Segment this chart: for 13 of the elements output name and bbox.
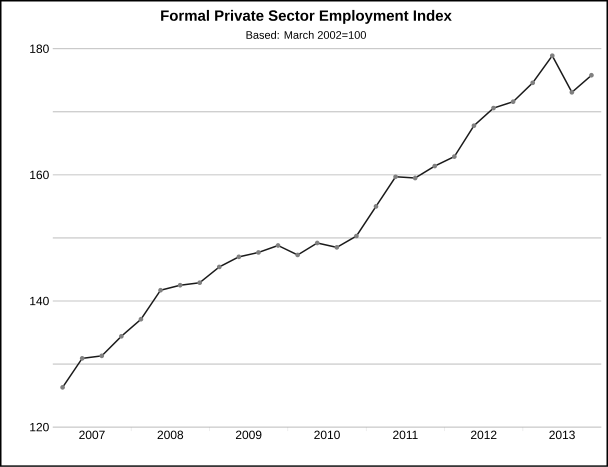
x-tick-label: 2008 (158, 430, 184, 440)
y-tick-label: 180 (30, 44, 49, 54)
x-tick-label: 2010 (314, 430, 340, 440)
y-tick-label: 120 (30, 422, 49, 432)
x-tick-label: 2012 (471, 430, 496, 440)
x-tick-label: 2009 (236, 430, 262, 440)
x-tick-label: 2013 (549, 430, 575, 440)
chart-subtitle: Based: March 2002=100 (246, 30, 366, 39)
y-tick-label: 140 (30, 296, 49, 306)
x-tick-label: 2011 (393, 430, 418, 440)
y-tick-label: 160 (30, 170, 49, 180)
x-tick-label: 2007 (79, 430, 105, 440)
chart-title: Formal Private Sector Employment Index (161, 10, 452, 24)
